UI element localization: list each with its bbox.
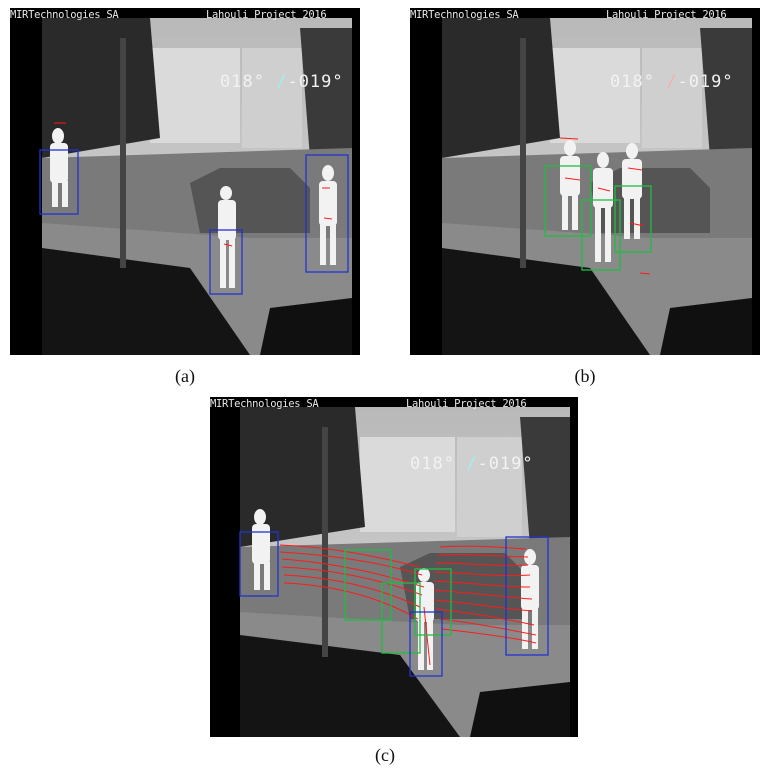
thermal-frame-b: MIRTechnologies SA Lahouli Project 2016 … bbox=[410, 8, 760, 355]
thermal-frame-a: MIRTechnologies SA Lahouli Project 2016 … bbox=[10, 8, 360, 355]
detection-box bbox=[209, 229, 243, 295]
overlay-company-text: MIRTechnologies SA bbox=[410, 9, 519, 21]
thermal-scene-c bbox=[210, 397, 578, 737]
overlay-project-text: Lahouli Project 2016 bbox=[406, 398, 527, 410]
overlay-project-text: Lahouli Project 2016 bbox=[206, 9, 327, 21]
detection-box bbox=[305, 154, 349, 273]
thermal-scene-b bbox=[410, 8, 760, 355]
detection-box bbox=[409, 611, 443, 677]
detection-box bbox=[505, 536, 549, 656]
overlay-company-text: MIRTechnologies SA bbox=[210, 398, 319, 410]
overlay-project-text: Lahouli Project 2016 bbox=[606, 9, 727, 21]
overlay-angle-readout: 018° /-019° bbox=[410, 454, 534, 474]
detection-box bbox=[39, 149, 79, 215]
tracked-box bbox=[414, 568, 452, 636]
caption-c: (c) bbox=[375, 745, 395, 765]
overlay-angle-readout: 018° /-019° bbox=[610, 72, 734, 92]
thermal-frame-c: MIRTechnologies SA Lahouli Project 2016 … bbox=[210, 397, 578, 737]
tracked-box bbox=[344, 549, 392, 621]
caption-b: (b) bbox=[574, 366, 596, 386]
tracked-box bbox=[381, 582, 421, 654]
detection-box bbox=[239, 531, 279, 597]
tracked-box bbox=[614, 185, 652, 253]
thermal-scene-a bbox=[10, 8, 360, 355]
tracked-box bbox=[581, 199, 621, 271]
overlay-angle-readout: 018° /-019° bbox=[220, 72, 344, 92]
tracked-box bbox=[544, 165, 592, 237]
caption-a: (a) bbox=[175, 366, 195, 386]
overlay-company-text: MIRTechnologies SA bbox=[10, 9, 119, 21]
